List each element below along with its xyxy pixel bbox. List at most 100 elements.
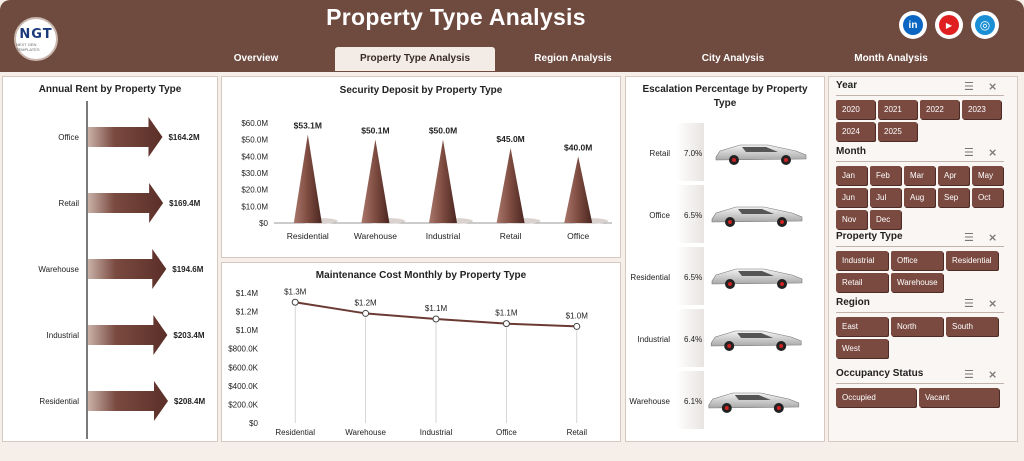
clear-filter-icon[interactable]: ⨯: [988, 369, 998, 381]
slicer-item-apr[interactable]: Apr: [938, 166, 969, 185]
page-title: Property Type Analysis: [326, 4, 586, 30]
escalation-label: 7.0%: [684, 149, 702, 158]
annual-rent-category: Industrial: [47, 331, 80, 340]
deposit-ytick: $10.0M: [241, 202, 268, 211]
deposit-bar: [429, 139, 457, 223]
youtube-icon: ▶: [939, 15, 959, 35]
maintenance-category: Industrial: [420, 428, 453, 437]
linkedin-icon: in: [903, 15, 923, 35]
tab-overview[interactable]: Overview: [233, 53, 279, 64]
website-button[interactable]: ◎: [971, 11, 999, 39]
escalation-title-line2: Type: [713, 98, 737, 109]
deposit-ytick: $60.0M: [241, 119, 268, 128]
deposit-label: $45.0M: [496, 134, 524, 144]
deposit-category: Retail: [500, 231, 522, 241]
annual-rent-category: Warehouse: [38, 265, 79, 274]
escalation-panel: Escalation Percentage by Property Type R…: [625, 76, 825, 442]
slicer-item-aug[interactable]: Aug: [904, 188, 935, 207]
clear-filter-icon[interactable]: ⨯: [988, 147, 998, 159]
clear-filter-icon[interactable]: ⨯: [988, 232, 998, 244]
slicer-item-feb[interactable]: Feb: [870, 166, 901, 185]
slicer-item-2022[interactable]: 2022: [920, 100, 959, 119]
slicer-item-2025[interactable]: 2025: [878, 122, 917, 141]
security-deposit-panel: Security Deposit by Property Type $60.0M…: [221, 76, 621, 258]
annual-rent-label: $164.2M: [168, 133, 199, 142]
escalation-category: Retail: [650, 149, 671, 158]
escalation-band: [676, 371, 704, 429]
company-logo: NGT NEXT GEN TEMPLATES: [14, 17, 58, 61]
slicer-item-south[interactable]: South: [946, 317, 998, 336]
slicer-item-west[interactable]: West: [836, 339, 888, 358]
slicer-divider: [836, 95, 1004, 96]
slicer-item-north[interactable]: North: [891, 317, 943, 336]
slicer-item-2024[interactable]: 2024: [836, 122, 875, 141]
slicer-title: Region: [836, 297, 870, 308]
slicer-item-jan[interactable]: Jan: [836, 166, 867, 185]
tab-city-analysis[interactable]: City Analysis: [701, 53, 765, 64]
slicer-month-header: Month ☰ ⨯: [836, 146, 1004, 162]
annual-rent-category: Retail: [59, 199, 80, 208]
slicer-item-industrial[interactable]: Industrial: [836, 251, 888, 270]
slicer-item-office[interactable]: Office: [891, 251, 943, 270]
security-deposit-title: Security Deposit by Property Type: [339, 85, 503, 96]
slicer-divider: [836, 161, 1004, 162]
slicer-item-mar[interactable]: Mar: [904, 166, 935, 185]
slicer-item-residential[interactable]: Residential: [946, 251, 998, 270]
youtube-button[interactable]: ▶: [935, 11, 963, 39]
deposit-label: $53.1M: [294, 121, 322, 131]
slicer-item-nov[interactable]: Nov: [836, 210, 867, 229]
deposit-label: $40.0M: [564, 142, 592, 152]
slicer-item-may[interactable]: May: [972, 166, 1003, 185]
slicer-item-sep[interactable]: Sep: [938, 188, 969, 207]
slicer-item-retail[interactable]: Retail: [836, 273, 888, 292]
maintenance-point: [502, 320, 510, 328]
maintenance-point: [362, 309, 370, 317]
clear-filter-icon[interactable]: ⨯: [988, 81, 998, 93]
escalation-category: Residential: [630, 273, 670, 282]
annual-rent-chart: Office $164.2M Retail $169.4M Warehouse $194.…: [38, 101, 205, 439]
multi-select-icon[interactable]: ☰: [964, 232, 974, 244]
slicer-item-2020[interactable]: 2020: [836, 100, 875, 119]
linkedin-button[interactable]: in: [899, 11, 927, 39]
slicer-item-east[interactable]: East: [836, 317, 888, 336]
slicer-item-jul[interactable]: Jul: [870, 188, 901, 207]
tab-region-analysis[interactable]: Region Analysis: [534, 53, 612, 64]
maintenance-ytick: $800.0K: [228, 345, 258, 354]
maintenance-point: [573, 322, 581, 330]
car-icon: [715, 144, 807, 165]
deposit-bar: [293, 134, 322, 223]
slicer-divider: [836, 383, 1004, 384]
maintenance-ytick: $0: [249, 419, 258, 428]
multi-select-icon[interactable]: ☰: [964, 147, 974, 159]
slicer-region-header: Region ☰ ⨯: [836, 297, 1004, 313]
escalation-label: 6.5%: [684, 211, 702, 220]
slicer-item-2023[interactable]: 2023: [962, 100, 1001, 119]
slicer-item-dec[interactable]: Dec: [870, 210, 901, 229]
slicer-item-oct[interactable]: Oct: [972, 188, 1003, 207]
slicer-item-vacant[interactable]: Vacant: [919, 388, 999, 407]
annual-rent-label: $169.4M: [169, 199, 200, 208]
slicer-item-2021[interactable]: 2021: [878, 100, 917, 119]
slicer-divider: [836, 312, 1004, 313]
slicer-title: Year: [836, 80, 858, 91]
annual-rent-bar: [88, 381, 168, 421]
maintenance-ytick: $1.0M: [236, 326, 259, 335]
tab-month-analysis[interactable]: Month Analysis: [854, 53, 928, 64]
multi-select-icon[interactable]: ☰: [964, 369, 974, 381]
deposit-ytick: $40.0M: [241, 152, 268, 161]
deposit-bar: [361, 139, 390, 223]
slicer-item-jun[interactable]: Jun: [836, 188, 867, 207]
slicer-item-warehouse[interactable]: Warehouse: [891, 273, 943, 292]
slicer-item-occupied[interactable]: Occupied: [836, 388, 916, 407]
maintenance-label: $1.2M: [354, 298, 377, 307]
deposit-ytick: $20.0M: [241, 186, 268, 195]
multi-select-icon[interactable]: ☰: [964, 81, 974, 93]
tab-property-type-analysis[interactable]: Property Type Analysis: [335, 47, 495, 71]
multi-select-icon[interactable]: ☰: [964, 298, 974, 310]
deposit-category: Industrial: [426, 231, 461, 241]
maintenance-point: [432, 315, 440, 323]
annual-rent-bar: [88, 183, 164, 223]
clear-filter-icon[interactable]: ⨯: [988, 298, 998, 310]
escalation-category: Warehouse: [629, 397, 670, 406]
car-icon: [708, 392, 800, 413]
